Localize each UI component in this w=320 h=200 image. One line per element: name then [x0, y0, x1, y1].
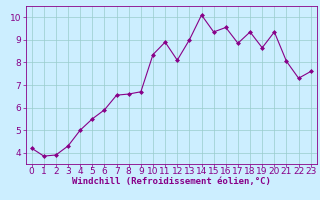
X-axis label: Windchill (Refroidissement éolien,°C): Windchill (Refroidissement éolien,°C) — [72, 177, 271, 186]
